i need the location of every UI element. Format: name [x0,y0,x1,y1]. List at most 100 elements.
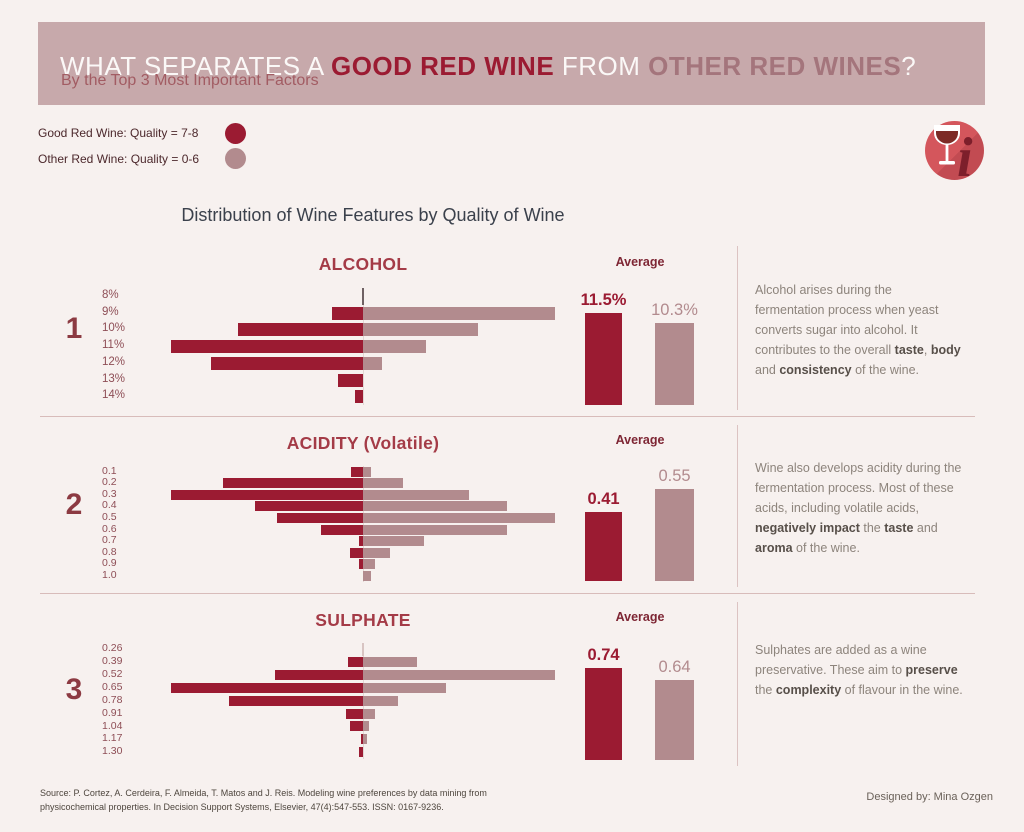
bar-other-1.0[interactable] [363,570,371,581]
bar-other-0.91[interactable] [363,708,375,719]
average-bar-good[interactable] [585,313,622,405]
section-separator [40,593,975,594]
bar-good-0.52[interactable] [274,669,363,680]
axis-top-tick [362,288,364,306]
main-title-segment: GOOD RED WINE [330,51,555,82]
wine-glass-icon [934,125,960,165]
chart-title: Distribution of Wine Features by Quality… [181,205,565,225]
average-bar-other[interactable] [655,680,694,760]
description-text: the [755,683,776,697]
legend-item-label: Good Red Wine: Quality = 7-8 [38,126,199,140]
bar-good-0.4[interactable] [255,501,363,512]
bar-good-0.2[interactable] [222,478,363,489]
bar-good-12%[interactable] [211,356,363,370]
bar-other-0.7[interactable] [363,536,425,547]
bar-good-0.9[interactable] [359,559,363,570]
description-text: taste [894,343,924,357]
axis-category-label: 1.30 [102,745,123,758]
bar-other-1.04[interactable] [363,721,369,732]
bar-good-0.8[interactable] [349,547,363,558]
average-bar-other[interactable] [655,322,694,405]
bar-good-0.91[interactable] [345,708,363,719]
bar-good-9%[interactable] [332,306,363,320]
bar-other-1.17[interactable] [363,734,367,745]
axis-category-label: 0.26 [102,642,123,655]
axis-category-label: 0.39 [102,655,123,668]
main-title-segment: WHAT SEPARATES A [60,51,331,82]
bar-good-0.1[interactable] [351,466,363,477]
description-text: body [930,343,961,357]
source-line: physicochemical properties. In Decision … [40,802,444,812]
factor-description: Sulphates are added as a wine preservati… [755,640,963,700]
description-text: of the wine. [851,363,920,377]
factor-description: Wine also develops acidity during the fe… [755,458,963,558]
description-text: Alcohol arises during the fermentation p… [755,283,939,357]
designed-by: Designed by: Mina Ozgen [866,791,993,803]
bar-good-0.7[interactable] [359,536,363,547]
bar-other-9%[interactable] [363,306,555,320]
source-line: Source: P. Cortez, A. Cerdeira, F. Almei… [40,788,487,798]
axis-category-label: 1.0 [102,569,117,582]
bar-other-11%[interactable] [363,340,427,354]
axis-category-label: 14% [102,389,126,402]
bar-good-1.04[interactable] [349,721,363,732]
axis-category-label: 11% [102,339,125,352]
bar-other-0.39[interactable] [363,656,417,667]
bar-good-10%[interactable] [238,323,363,337]
factor-description: Alcohol arises during the fermentation p… [755,280,963,380]
bar-other-0.52[interactable] [363,669,555,680]
average-bar-good[interactable] [585,512,622,581]
bar-good-0.39[interactable] [347,656,363,667]
bar-good-0.6[interactable] [320,524,363,535]
bar-other-10%[interactable] [363,323,479,337]
description-text: Wine also develops acidity during the fe… [755,461,962,515]
bar-other-0.2[interactable] [363,478,404,489]
bar-other-0.65[interactable] [363,682,446,693]
axis-category-label: 0.52 [102,667,123,680]
bar-good-0.3[interactable] [171,489,363,500]
axis-center-line [362,465,364,582]
bar-good-14%[interactable] [355,390,363,404]
bar-good-0.65[interactable] [171,682,363,693]
panel-divider [737,425,738,587]
bar-other-0.78[interactable] [363,695,398,706]
section-number: 1 [65,312,83,345]
bar-other-0.5[interactable] [363,512,555,523]
description-text: aroma [755,541,793,555]
bar-other-12%[interactable] [363,356,383,370]
header-banner: WHAT SEPARATES A GOOD RED WINE FROM OTHE… [38,22,985,105]
bar-other-0.8[interactable] [363,547,390,558]
bar-good-0.78[interactable] [228,695,363,706]
bar-good-11%[interactable] [171,340,363,354]
source-citation: Source: P. Cortez, A. Cerdeira, F. Almei… [40,786,640,814]
average-bar-good[interactable] [585,668,622,760]
subtitle: By the Top 3 Most Important Factors [61,72,319,89]
average-value-other: 0.64 [658,658,691,677]
bar-good-1.17[interactable] [361,734,363,745]
legend-item-label: Other Red Wine: Quality = 0-6 [38,151,200,166]
bar-good-13%[interactable] [338,373,363,387]
bar-good-1.30[interactable] [359,747,363,758]
description-text: of flavour in the wine. [841,683,963,697]
bar-other-0.3[interactable] [363,489,469,500]
bar-other-0.1[interactable] [363,466,371,477]
bar-good-0.5[interactable] [276,512,363,523]
bar-other-0.9[interactable] [363,559,375,570]
bar-other-0.4[interactable] [363,501,507,512]
factor-section: 1 ALCOHOL 8% 9% 10% 11% 12% 13% 14% Average 11.5% 1… [0,240,1024,417]
description-text: and [755,363,780,377]
average-value-good: 0.74 [587,646,620,664]
average-bar-other[interactable] [655,489,694,581]
section-title: ALCOHOL [318,254,408,274]
description-text: negatively impact [755,521,860,535]
legend-swatch[interactable] [225,122,246,144]
axis-category-label: 0.8 [102,545,117,558]
section-number: 3 [65,673,83,706]
legend-swatch[interactable] [225,148,246,169]
bar-other-0.6[interactable] [363,524,507,535]
axis-category-label: 12% [102,355,126,368]
average-label: Average [615,433,665,447]
axis-category-label: 1.17 [102,732,123,745]
axis-category-label: 0.2 [102,476,117,489]
